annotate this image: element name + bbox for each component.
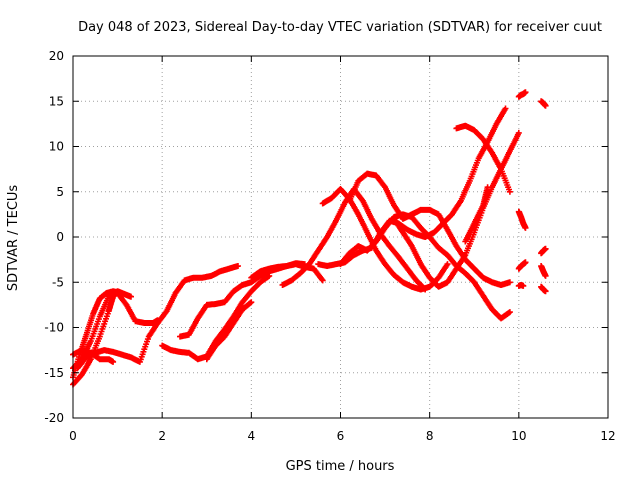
series-arc-16: [391, 129, 522, 290]
data-point-markers: [515, 208, 529, 231]
series-arc-9: [203, 299, 255, 363]
series-arc-24: [538, 245, 549, 257]
y-axis-label: SDTVAR / TECUs: [6, 185, 21, 292]
data-markers: [70, 89, 549, 388]
data-point-markers: [538, 245, 549, 257]
y-tick-label: -10: [44, 321, 64, 335]
x-tick-label: 0: [69, 429, 77, 443]
y-tick-label: 5: [56, 185, 64, 199]
data-point-markers: [453, 122, 513, 195]
y-tick-label: -5: [52, 275, 64, 289]
series-arc-21: [515, 259, 529, 272]
x-tick-label: 10: [511, 429, 526, 443]
data-point-markers: [203, 299, 255, 363]
x-tick-label: 4: [248, 429, 256, 443]
y-tick-label: 15: [49, 94, 64, 108]
series-arc-23: [538, 98, 549, 109]
y-tick-label: 0: [56, 230, 64, 244]
data-point-markers: [279, 186, 429, 293]
series-arc-26: [538, 283, 549, 295]
data-point-markers: [515, 259, 529, 272]
chart-title: Day 048 of 2023, Sidereal Day-to-day VTE…: [78, 20, 602, 35]
y-tick-label: -15: [44, 366, 64, 380]
data-point-markers: [462, 184, 491, 245]
x-tick-label: 12: [600, 429, 615, 443]
series-arc-19: [515, 89, 529, 100]
series-arc-11: [279, 186, 429, 293]
data-point-markers: [154, 263, 241, 326]
data-point-markers: [515, 282, 527, 289]
x-tick-label: 8: [426, 429, 434, 443]
data-point-markers: [337, 211, 513, 322]
x-axis-label: GPS time / hours: [286, 459, 395, 474]
data-point-markers: [538, 263, 549, 279]
y-tick-label: 10: [49, 140, 64, 154]
data-point-markers: [74, 320, 161, 372]
x-tick-label: 6: [337, 429, 345, 443]
axis-ticks: 0 2 4 6 8 10 12 -20 -15 -10 -5 0 5 10 15 20: [44, 49, 615, 443]
data-point-markers: [515, 89, 529, 100]
series-arc-18: [462, 184, 491, 245]
series-arc-15: [346, 170, 513, 288]
data-point-markers: [538, 283, 549, 295]
series-arc-17: [453, 122, 513, 195]
series-arc-14: [337, 211, 513, 322]
data-point-markers: [346, 170, 513, 288]
series-arc-22: [515, 282, 527, 289]
series-arc-6: [154, 263, 241, 326]
series-arc-25: [538, 263, 549, 279]
data-point-markers: [538, 98, 549, 109]
x-tick-label: 2: [158, 429, 166, 443]
y-tick-label: -20: [44, 411, 64, 425]
data-point-markers: [391, 129, 522, 290]
series-arc-20: [515, 208, 529, 231]
y-tick-label: 20: [49, 49, 64, 63]
series-arc-4: [74, 320, 161, 372]
